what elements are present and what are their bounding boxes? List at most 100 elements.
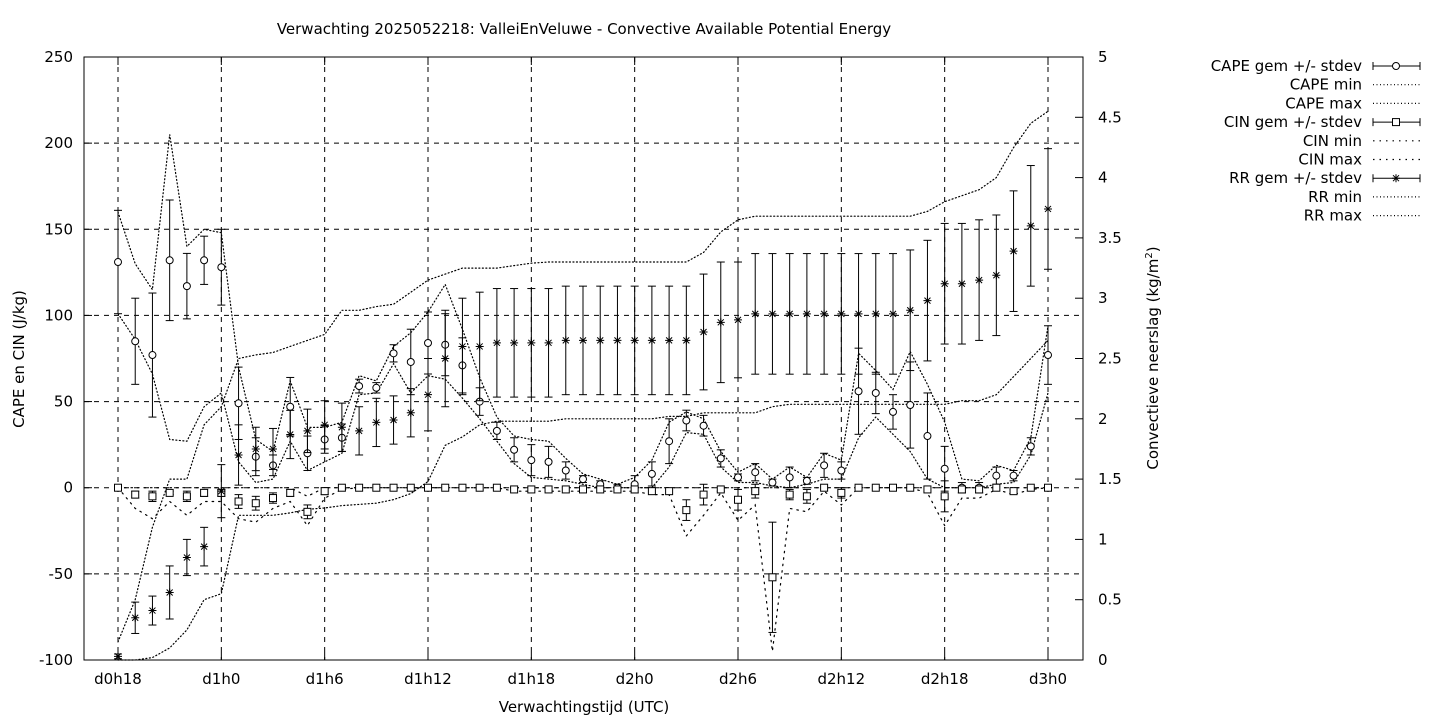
data-point-square	[768, 573, 777, 582]
data-point-circle	[234, 399, 243, 408]
data-point-circle	[854, 387, 863, 396]
data-point-star	[544, 338, 553, 347]
x-tick-label-7: d2h12	[817, 670, 865, 688]
data-point-square	[751, 487, 760, 496]
data-point-star	[940, 279, 949, 288]
data-point-circle	[561, 466, 570, 475]
data-point-square	[1044, 483, 1052, 492]
data-point-star	[682, 336, 691, 345]
data-point-square	[682, 506, 691, 515]
series-line-5	[117, 110, 1049, 643]
data-point-star	[820, 309, 829, 318]
data-point-circle	[837, 466, 846, 475]
data-point-square	[389, 483, 398, 492]
chart-title: Verwachting 2025052218: ValleiEnVeluwe -…	[277, 20, 891, 38]
legend-marker	[1392, 62, 1400, 70]
data-point-square	[1026, 483, 1035, 492]
y-axis-label: CAPE en CIN (J/kg)	[10, 290, 28, 428]
x-tick-label-8: d2h18	[921, 670, 969, 688]
data-point-star	[802, 309, 811, 318]
data-point-square	[820, 483, 829, 492]
data-point-star	[389, 416, 398, 425]
data-point-square	[182, 492, 191, 501]
data-point-square	[889, 483, 897, 492]
legend-label-2: CAPE max	[1285, 94, 1362, 112]
y2-tick-label-1: 0.5	[1098, 591, 1122, 609]
data-point-star	[871, 309, 880, 318]
y2-tick-label-5: 2.5	[1098, 350, 1122, 368]
data-point-circle	[372, 383, 381, 392]
data-point-square	[647, 487, 656, 496]
data-point-star	[579, 336, 587, 345]
data-point-circle	[682, 416, 691, 425]
data-point-star	[837, 309, 846, 318]
data-point-square	[785, 490, 794, 499]
data-point-circle	[871, 388, 880, 397]
data-point-star	[1009, 247, 1018, 256]
data-point-star	[320, 420, 329, 429]
data-point-square	[716, 485, 725, 494]
legend-label-1: CAPE min	[1290, 76, 1362, 94]
data-point-circle	[527, 456, 536, 465]
data-point-circle	[802, 476, 811, 485]
data-point-circle	[131, 337, 140, 346]
data-point-square	[441, 483, 450, 492]
legend-label-5: CIN max	[1298, 151, 1362, 169]
data-point-circle	[217, 263, 226, 272]
data-point-circle	[906, 401, 915, 410]
data-point-square	[544, 485, 553, 494]
data-point-square	[802, 492, 811, 501]
legend-label-7: RR min	[1308, 188, 1362, 206]
data-point-star	[1026, 221, 1035, 230]
data-point-star	[699, 327, 708, 336]
series-line-0	[117, 313, 1049, 489]
data-point-square	[699, 490, 708, 499]
data-point-star	[372, 418, 381, 427]
data-point-star	[527, 338, 536, 347]
data-point-circle	[923, 432, 932, 441]
data-point-square	[975, 485, 984, 494]
legend-marker	[1392, 118, 1400, 127]
x-tick-label-5: d2h0	[616, 670, 654, 688]
data-point-circle	[492, 426, 501, 435]
data-point-square	[424, 483, 432, 492]
data-point-circle	[1009, 471, 1018, 480]
data-point-circle	[200, 256, 209, 265]
data-point-square	[355, 483, 364, 492]
data-point-star	[561, 336, 570, 345]
data-point-star	[251, 444, 260, 453]
data-point-star	[217, 487, 226, 496]
data-point-circle	[544, 457, 553, 466]
data-point-star	[406, 408, 415, 417]
data-point-square	[114, 483, 122, 492]
y2-tick-label-10: 5	[1098, 48, 1108, 66]
data-point-star	[975, 276, 984, 285]
data-point-star	[269, 444, 277, 453]
data-point-circle	[751, 468, 760, 477]
data-point-circle	[286, 402, 295, 411]
data-point-square	[957, 485, 966, 494]
legend-label-4: CIN min	[1303, 132, 1362, 150]
y2-axis-label-end: )	[1144, 246, 1162, 252]
legend-label-8: RR max	[1304, 207, 1362, 225]
data-point-square	[475, 483, 484, 492]
data-point-square	[940, 492, 949, 501]
data-point-square	[148, 492, 157, 501]
data-point-star	[441, 354, 450, 363]
data-point-square	[458, 483, 467, 492]
data-point-circle	[1026, 442, 1035, 451]
data-point-square	[251, 499, 260, 508]
data-point-circle	[889, 407, 897, 416]
data-point-star	[854, 309, 863, 318]
data-point-circle	[148, 351, 157, 360]
x-axis-label: Verwachtingstijd (UTC)	[499, 698, 670, 716]
data-point-star	[665, 336, 674, 345]
data-point-star	[957, 279, 966, 288]
data-point-star	[613, 336, 622, 345]
y2-tick-label-9: 4.5	[1098, 108, 1122, 126]
data-point-square	[906, 483, 915, 492]
data-point-square	[854, 483, 863, 492]
data-point-square	[923, 485, 932, 494]
y2-tick-label-3: 1.5	[1098, 470, 1122, 488]
